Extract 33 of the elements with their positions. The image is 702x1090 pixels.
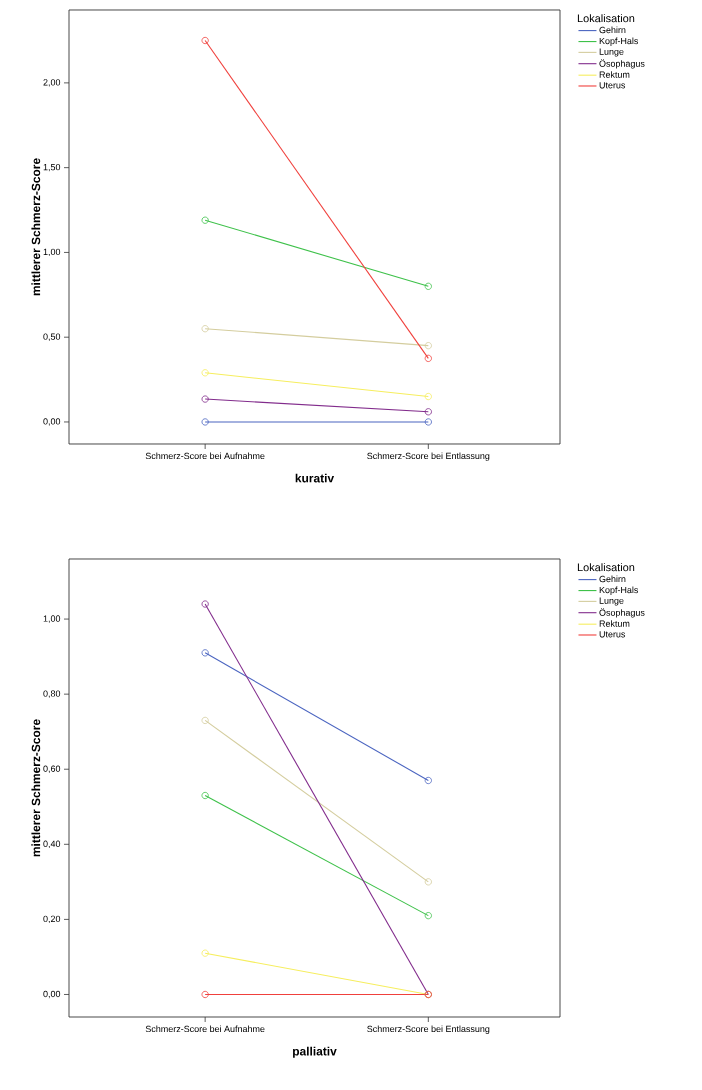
y-tick-label: 0,20: [43, 915, 61, 924]
legend-title: Lokalisation: [577, 14, 635, 23]
x-axis-title: palliativ: [293, 1046, 337, 1058]
legend-label: Kopf-Hals: [599, 37, 639, 46]
y-tick-label: 1,50: [43, 163, 61, 172]
y-axis-title: mittlerer Schmerz-Score: [31, 719, 41, 857]
x-tick-label: Schmerz-Score bei Aufnahme: [145, 452, 265, 460]
x-axis-title: kurativ: [295, 473, 335, 483]
legend-label: Ösophagus: [599, 59, 645, 69]
y-tick-label: 0,80: [43, 690, 61, 698]
legend-label: Uterus: [599, 82, 626, 89]
legend-label: Lunge: [599, 48, 624, 57]
y-tick-label: 1,00: [43, 615, 61, 623]
x-tick-label: Schmerz-Score bei Aufnahme: [145, 1025, 265, 1033]
y-tick-label: 0,60: [43, 765, 61, 773]
x-tick-label: Schmerz-Score bei Entlassung: [367, 1025, 490, 1034]
legend-label: Gehirn: [599, 575, 626, 583]
y-tick-label: 0,40: [43, 840, 61, 849]
legend-label: Uterus: [599, 631, 626, 638]
legend-label: Rektum: [599, 620, 630, 627]
legend-label: Gehirn: [599, 26, 626, 34]
y-tick-label: 0,00: [43, 990, 61, 999]
legend-label: Ösophagus: [599, 608, 645, 618]
y-tick-label: 2,00: [43, 79, 61, 87]
y-tick-label: 0,00: [43, 418, 61, 426]
legend-label: Kopf-Hals: [599, 586, 639, 595]
y-axis-title: mittlerer Schmerz-Score: [31, 158, 41, 296]
legend-label: Rektum: [599, 71, 630, 78]
legend-label: Lunge: [599, 597, 624, 606]
y-tick-label: 1,00: [43, 248, 61, 257]
legend-title: Lokalisation: [577, 563, 635, 572]
y-tick-label: 0,50: [43, 333, 61, 341]
x-tick-label: Schmerz-Score bei Entlassung: [367, 452, 490, 461]
